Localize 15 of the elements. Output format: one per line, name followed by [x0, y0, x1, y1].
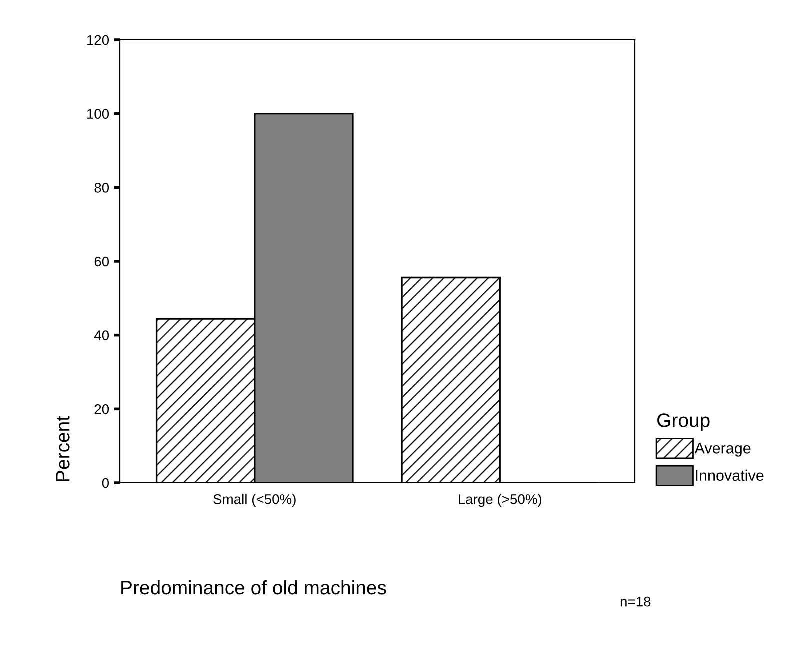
legend-title: Group: [658, 414, 710, 432]
y-tick-label: 0: [102, 478, 110, 488]
y-tick-label: 20: [94, 404, 110, 414]
y-axis-title: Percent: [56, 416, 70, 482]
text: n=18: [620, 596, 651, 607]
y-tick-label: 100: [87, 109, 110, 120]
x-tick-label: Small (<50%): [214, 494, 296, 508]
x-tick-label: Large (>50%): [458, 494, 542, 508]
x-axis-title: Predominance of old machines: [122, 580, 386, 595]
legend-label: Innovative: [696, 470, 764, 482]
legend-label: Average: [694, 443, 751, 457]
y-tick-label: 80: [94, 183, 110, 193]
y-tick-label: 120: [87, 35, 110, 46]
y-tick-label: 40: [94, 330, 110, 341]
y-tick-label: 60: [94, 256, 110, 267]
